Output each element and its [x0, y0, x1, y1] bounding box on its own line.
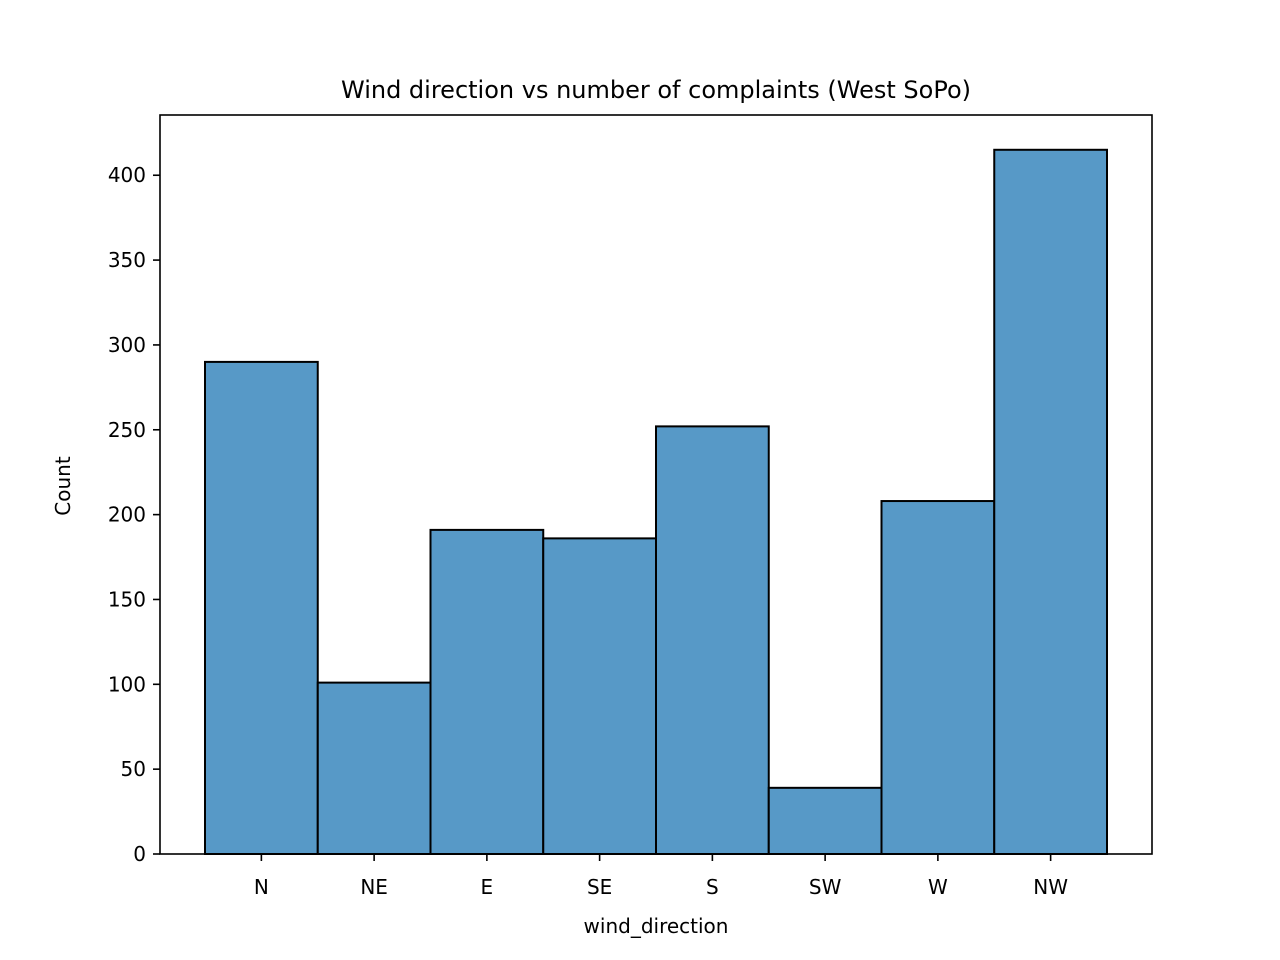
- bar-n: [204, 360, 319, 855]
- bar-nw: [993, 148, 1108, 856]
- bar-ne: [316, 681, 432, 856]
- y-tick-label: 400: [108, 163, 146, 187]
- x-tick-label: W: [928, 875, 948, 899]
- x-tick-label: SW: [809, 875, 842, 899]
- x-tick-label: SE: [587, 875, 612, 899]
- plot-frame: [159, 114, 1153, 855]
- bars-group: [204, 148, 1108, 856]
- x-tick-label: NW: [1033, 875, 1068, 899]
- y-tick-label: 150: [108, 587, 146, 611]
- x-axis-ticks: N NE E SE S SW W NW: [254, 854, 1068, 899]
- chart-title: Wind direction vs number of complaints (…: [341, 76, 971, 104]
- bar-s: [655, 425, 770, 855]
- bar-sw: [767, 786, 883, 856]
- x-tick-label: N: [254, 875, 269, 899]
- x-axis-label: wind_direction: [584, 914, 729, 938]
- y-tick-label: 50: [121, 757, 146, 781]
- y-tick-label: 350: [108, 248, 146, 272]
- x-tick-label: S: [706, 875, 719, 899]
- y-axis-label: Count: [51, 456, 75, 516]
- y-tick-label: 200: [108, 503, 146, 527]
- y-tick-label: 100: [108, 672, 146, 696]
- y-tick-label: 300: [108, 333, 146, 357]
- bar-w: [880, 500, 996, 855]
- bar-se: [542, 537, 657, 855]
- bar-e: [429, 528, 545, 855]
- y-tick-label: 0: [133, 842, 146, 866]
- x-tick-label: E: [481, 875, 494, 899]
- x-tick-label: NE: [360, 875, 388, 899]
- y-tick-label: 250: [108, 418, 146, 442]
- y-axis-ticks: 0 50 100 150 200 250 300 350 400: [108, 163, 160, 866]
